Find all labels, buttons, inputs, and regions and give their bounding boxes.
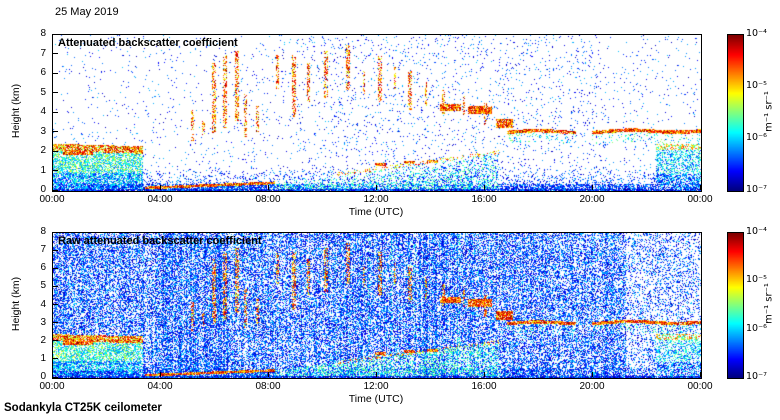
y-tick-label: 1 (40, 352, 46, 364)
bottom-panel-plot (52, 232, 702, 379)
bottom-x-axis-label: Time (UTC) (348, 393, 404, 405)
y-tick-label: 6 (40, 67, 46, 78)
top-panel-heatmap (53, 35, 701, 191)
top-panel-title: Attenuated backscatter coefficient (58, 37, 238, 49)
x-tick-label: 00:00 (39, 381, 65, 392)
x-tick-mark (268, 185, 269, 190)
y-tick-mark (53, 92, 58, 93)
y-tick-label: 2 (40, 145, 46, 156)
y-tick-label: 7 (40, 47, 46, 59)
y-tick-label: 8 (40, 226, 46, 237)
bottom-colorbar-gradient (728, 233, 743, 378)
x-tick-label: 00:00 (687, 194, 713, 205)
x-tick-label: 20:00 (579, 381, 605, 392)
y-tick-mark (53, 285, 58, 287)
y-tick-mark (53, 131, 58, 132)
x-tick-label: 20:00 (579, 194, 605, 205)
x-tick-label: 00:00 (687, 381, 713, 392)
x-tick-mark (592, 185, 593, 190)
bottom-panel-title: Raw attenuated backscatter coefficient (58, 235, 262, 247)
y-tick-mark (53, 340, 58, 342)
y-tick-label: 3 (40, 125, 46, 137)
colorbar-tick-label: 10⁻⁷ (746, 184, 767, 195)
colorbar-tick-label: 10⁻⁶ (746, 322, 767, 334)
colorbar-tick-label: 10⁻⁶ (746, 132, 767, 143)
x-tick-mark (160, 185, 161, 190)
y-tick-label: 5 (40, 280, 46, 292)
y-tick-label: 8 (40, 28, 46, 39)
x-tick-mark (160, 372, 161, 377)
colorbar-tick-label: 10⁻⁷ (746, 371, 767, 382)
y-tick-mark (53, 358, 58, 360)
x-tick-mark (592, 372, 593, 377)
y-tick-mark (53, 170, 58, 171)
x-tick-mark (700, 372, 701, 377)
y-tick-mark (53, 376, 58, 378)
y-tick-mark (53, 150, 58, 152)
y-tick-label: 2 (40, 334, 46, 346)
x-tick-mark (268, 372, 269, 377)
y-tick-mark (53, 72, 58, 74)
colorbar-tick-label: 10⁻⁵ (746, 80, 767, 91)
x-tick-label: 00:00 (39, 194, 65, 205)
colorbar-tick-label: 10⁻⁴ (746, 28, 767, 39)
x-tick-mark (376, 372, 377, 377)
x-tick-mark (700, 185, 701, 190)
top-colorbar (727, 34, 744, 192)
x-tick-mark (52, 185, 53, 190)
station-instrument-label: Sodankyla CT25K ceilometer (4, 402, 162, 414)
y-tick-label: 4 (40, 106, 46, 117)
y-tick-label: 3 (40, 316, 46, 328)
y-tick-label: 6 (40, 262, 46, 274)
x-tick-mark (52, 372, 53, 377)
colorbar-tick-label: 10⁻⁵ (746, 274, 767, 286)
bottom-panel-heatmap (53, 233, 701, 378)
top-x-axis-label: Time (UTC) (348, 206, 404, 218)
x-tick-label: 12:00 (363, 381, 389, 392)
x-tick-label: 04:00 (147, 381, 173, 392)
y-tick-mark (53, 304, 58, 305)
y-tick-label: 7 (40, 244, 46, 256)
y-tick-mark (53, 53, 58, 54)
date-label: 25 May 2019 (55, 6, 119, 18)
y-tick-mark (53, 267, 58, 269)
top-panel-plot (52, 34, 702, 192)
top-y-axis-label: Height (km) (10, 83, 22, 139)
y-tick-mark (53, 33, 58, 35)
colorbar-tick-label: 10⁻⁴ (746, 226, 767, 237)
y-tick-label: 1 (40, 164, 46, 176)
x-tick-mark (376, 185, 377, 190)
x-tick-label: 16:00 (471, 381, 497, 392)
x-tick-label: 08:00 (255, 194, 281, 205)
x-tick-label: 12:00 (363, 194, 389, 205)
x-tick-mark (484, 185, 485, 190)
y-tick-label: 4 (40, 298, 46, 310)
y-tick-mark (53, 322, 58, 324)
y-tick-mark (53, 111, 58, 113)
x-tick-label: 16:00 (471, 194, 497, 205)
y-tick-label: 0 (40, 371, 46, 382)
bottom-y-axis-label: Height (km) (10, 276, 22, 332)
bottom-colorbar (727, 232, 744, 379)
x-tick-mark (484, 372, 485, 377)
y-tick-mark (53, 249, 58, 251)
y-tick-label: 0 (40, 184, 46, 195)
y-tick-label: 5 (40, 86, 46, 98)
x-tick-label: 08:00 (255, 381, 281, 392)
y-tick-mark (53, 231, 58, 233)
x-tick-label: 04:00 (147, 194, 173, 205)
top-colorbar-gradient (728, 35, 743, 191)
y-tick-mark (53, 189, 58, 191)
